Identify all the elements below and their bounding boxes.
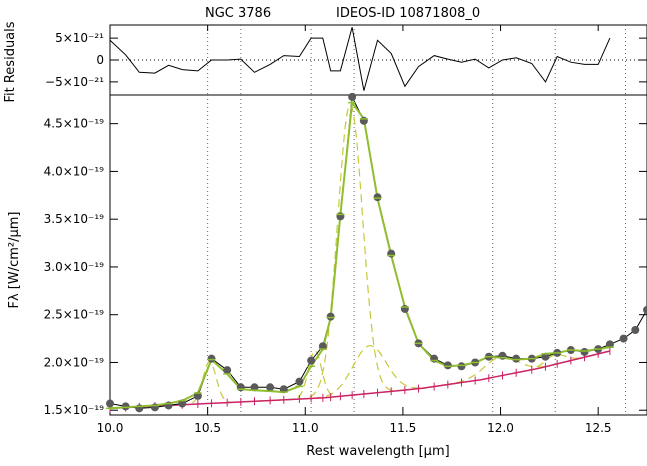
spectrum-ytick-label: 4.0×10⁻¹⁹: [44, 164, 105, 178]
spectrum-ytick-label: 2.0×10⁻¹⁹: [44, 355, 105, 369]
spectrum-xtick-label: 10.0: [97, 421, 124, 435]
observed-point: [512, 354, 521, 363]
spectrum-ytick-label: 4.5×10⁻¹⁹: [44, 117, 105, 131]
component-profile: [153, 361, 266, 407]
observed-point: [279, 385, 288, 394]
observed-point: [541, 352, 550, 361]
spectrum-ytick-label: 2.5×10⁻¹⁹: [44, 308, 105, 322]
observed-point: [295, 377, 304, 386]
spectrum-xlabel: Rest wavelength [μm]: [306, 444, 449, 459]
observed-point: [223, 366, 232, 375]
observed-point: [178, 399, 187, 408]
observed-point: [373, 193, 382, 202]
observed-point: [443, 361, 452, 370]
spectrum-xtick-label: 12.0: [487, 421, 514, 435]
residuals-ytick-label: 5×10⁻²¹: [55, 31, 104, 45]
residuals-ylabel: Fit Residuals: [3, 21, 18, 102]
observed-point: [106, 399, 114, 408]
observed-point: [348, 92, 357, 101]
observed-point: [580, 347, 589, 356]
observed-point: [135, 404, 144, 413]
spectrum-ylabel: Fλ [W/cm²/μm]: [7, 211, 22, 308]
title: NGC 3786 IDEOS-ID 10871808_0: [205, 6, 480, 21]
observed-point: [164, 401, 173, 410]
residuals-series-line: [109, 27, 611, 91]
observed-point: [643, 305, 647, 314]
model-line: [109, 99, 611, 410]
observed-point: [318, 342, 327, 351]
component-profile: [271, 104, 428, 401]
observed-point: [457, 362, 466, 371]
observed-point: [359, 116, 368, 125]
observed-point: [307, 356, 316, 365]
observed-point: [619, 334, 628, 343]
observed-point: [631, 325, 640, 334]
observed-point: [121, 402, 130, 411]
observed-point: [266, 383, 275, 392]
observed-point: [193, 391, 202, 400]
observed-point: [400, 304, 409, 313]
spectrum-xtick-label: 11.5: [390, 421, 417, 435]
spectrum-ytick-label: 3.0×10⁻¹⁹: [44, 260, 105, 274]
spectrum-xtick-label: 10.5: [194, 421, 221, 435]
observed-point: [150, 403, 159, 412]
spectrum-xtick-label: 12.5: [585, 421, 612, 435]
residuals-ytick-label: 0: [96, 53, 104, 67]
observed-point: [498, 351, 507, 360]
spectrum-ytick-label: 3.5×10⁻¹⁹: [44, 212, 105, 226]
spectrum-frame: [109, 94, 647, 416]
residuals-panel: 5×10⁻²¹ 0 −5×10⁻²¹ Fit Residuals: [3, 21, 647, 103]
spectrum-ytick-label: 1.5×10⁻¹⁹: [44, 403, 105, 417]
observed-point: [326, 312, 335, 321]
residuals-ytick-label: −5×10⁻²¹: [45, 75, 104, 89]
spectrum-xtick-label: 11.0: [292, 421, 319, 435]
observed-point: [336, 212, 345, 221]
spectrum-panel: 1.5×10⁻¹⁹ 2.0×10⁻¹⁹ 2.5×10⁻¹⁹ 3.0×10⁻¹⁹ 3.5×…: [7, 25, 647, 459]
observed-point: [387, 249, 396, 258]
observed-point: [236, 383, 245, 392]
title-ideos-id: IDEOS-ID 10871808_0: [336, 6, 480, 21]
observed-point: [430, 354, 439, 363]
observed-point: [250, 383, 259, 392]
observed-point: [207, 354, 216, 363]
observed-point: [605, 340, 614, 349]
title-object-name: NGC 3786: [205, 6, 271, 21]
